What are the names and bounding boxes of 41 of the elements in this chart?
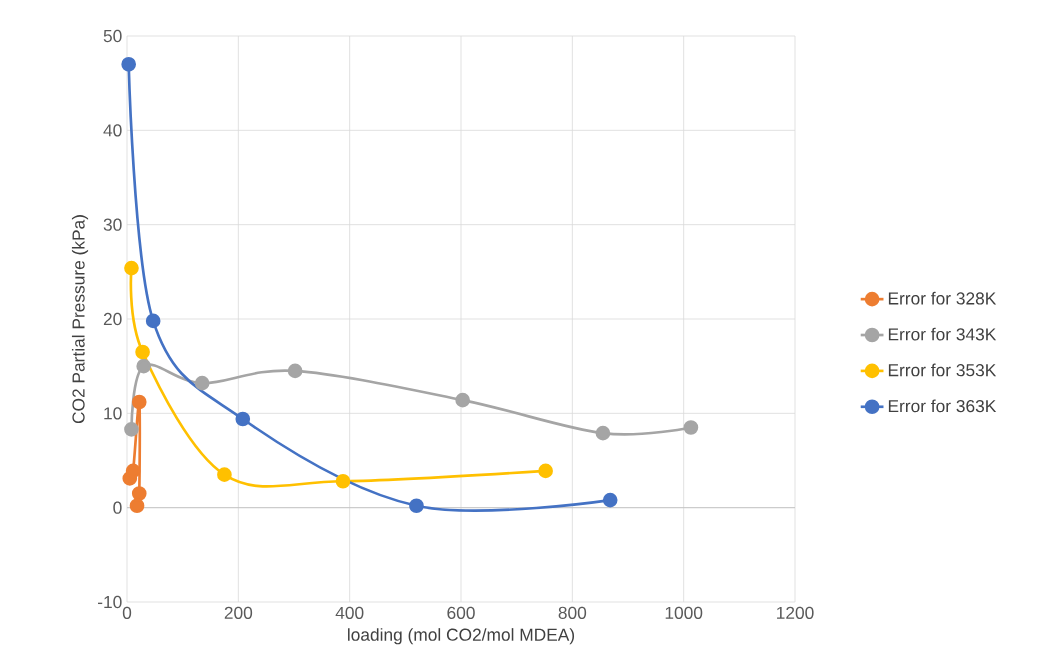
- x-tick-label: 600: [447, 606, 475, 619]
- point: [131, 394, 147, 410]
- point: [124, 422, 139, 437]
- point: [683, 420, 699, 435]
- point: [538, 463, 553, 479]
- x-tick-label: 1200: [777, 606, 814, 619]
- point: [125, 463, 141, 479]
- x-tick-label: 800: [558, 606, 587, 619]
- point: [235, 411, 251, 427]
- x-axis-title: loading (mol CO2/mol MDEA): [348, 628, 575, 645]
- legend-label: Error for 353K: [888, 363, 997, 377]
- legend-label: Error for 363K: [888, 399, 997, 413]
- point: [194, 375, 210, 391]
- point: [455, 392, 471, 408]
- point: [129, 498, 145, 514]
- y-tick-label: 30: [103, 218, 122, 231]
- point: [335, 473, 351, 489]
- point: [217, 467, 232, 482]
- y-tick-label: 40: [103, 124, 122, 137]
- x-tick-label: 1000: [665, 606, 703, 619]
- y-tick-label: 10: [104, 407, 122, 420]
- legend-label: Error for 343K: [888, 327, 997, 341]
- y-tick-label: 0: [113, 501, 122, 514]
- y-tick-label: -10: [98, 595, 122, 609]
- point: [145, 313, 161, 329]
- point: [595, 425, 611, 441]
- legend-label: Error for 328K: [888, 291, 997, 305]
- point: [135, 344, 150, 360]
- x-tick-label: 0: [122, 606, 132, 619]
- point: [602, 492, 618, 508]
- y-tick-label: 20: [103, 312, 122, 326]
- point: [121, 56, 137, 72]
- point: [287, 363, 303, 379]
- point: [409, 498, 424, 514]
- point: [131, 486, 147, 501]
- x-tick-label: 200: [224, 606, 253, 619]
- point: [136, 358, 152, 374]
- point: [124, 260, 139, 276]
- y-axis-title: CO2 Partial Pressure (kPa): [71, 215, 89, 424]
- y-tick-label: 50: [103, 29, 122, 43]
- x-tick-label: 400: [335, 606, 364, 619]
